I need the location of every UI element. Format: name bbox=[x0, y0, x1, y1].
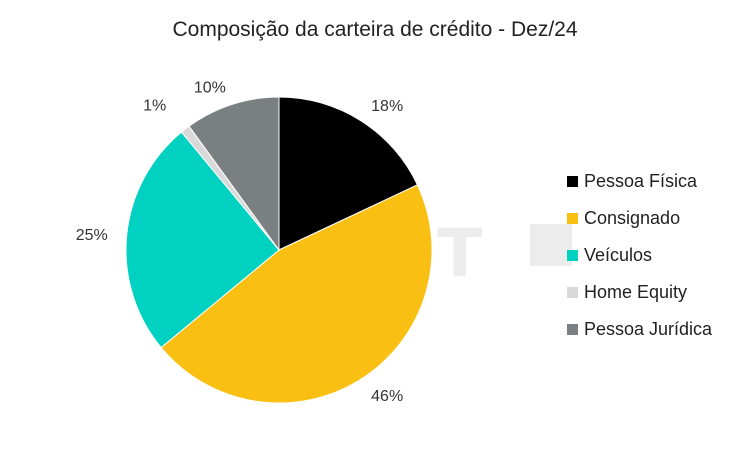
legend-swatch bbox=[567, 176, 578, 187]
pie-label-4: 10% bbox=[194, 79, 226, 96]
pie-labels: 18% 46% 25% 1% 10% bbox=[76, 79, 403, 405]
legend-label: Home Equity bbox=[584, 282, 688, 302]
legend-item: Pessoa Física bbox=[567, 163, 712, 200]
chart-title: Composição da carteira de crédito - Dez/… bbox=[172, 18, 578, 41]
legend-label: Pessoa Jurídica bbox=[584, 319, 713, 339]
pie-slice-1 bbox=[160, 184, 433, 404]
pie-label-2: 25% bbox=[76, 227, 108, 244]
pie-slice-4 bbox=[188, 96, 280, 252]
legend-swatch bbox=[567, 287, 578, 298]
pie-slice-2 bbox=[125, 131, 280, 349]
legend-swatch bbox=[567, 213, 578, 224]
pie-slice-0 bbox=[278, 96, 419, 251]
legend: Pessoa Física Consignado Veículos Home E… bbox=[567, 163, 712, 348]
legend-item: Veículos bbox=[567, 237, 712, 274]
pie-slices bbox=[125, 96, 433, 404]
legend-swatch bbox=[567, 324, 578, 335]
pie-label-0: 18% bbox=[371, 98, 403, 115]
pie-label-1: 46% bbox=[371, 388, 403, 405]
pie-label-3: 1% bbox=[143, 98, 166, 115]
legend-item: Home Equity bbox=[567, 274, 712, 311]
legend-item: Pessoa Jurídica bbox=[567, 311, 712, 348]
legend-item: Consignado bbox=[567, 200, 712, 237]
legend-label: Pessoa Física bbox=[584, 171, 698, 191]
legend-label: Consignado bbox=[584, 208, 681, 228]
legend-swatch bbox=[567, 250, 578, 261]
legend-label: Veículos bbox=[584, 245, 653, 265]
